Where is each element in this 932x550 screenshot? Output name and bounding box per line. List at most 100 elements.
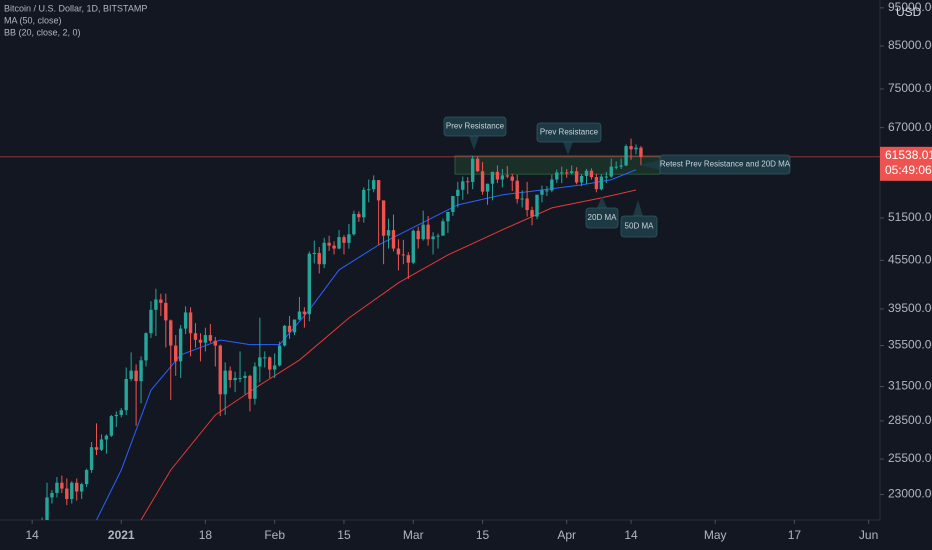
currency-label: USD [896,5,922,19]
candle-body [134,370,138,382]
x-tick-label: 17 [788,528,802,542]
candle-body [495,171,500,180]
x-tick-label: 2021 [108,528,135,542]
ma-line [140,189,637,520]
candle-body [119,410,123,415]
candle-body [376,180,381,201]
candle-body [456,189,460,196]
candle-body [555,172,559,180]
candle-body [565,172,569,174]
candle-body [421,224,425,240]
candle-body [164,302,168,321]
candle-body [154,299,158,310]
candle-body [520,198,524,200]
candle-body [352,213,356,235]
x-tick-label: 14 [624,528,638,542]
candle-body [243,375,247,378]
annotation-text: Prev Resistance [446,122,505,131]
candle-body [545,190,549,192]
candle-body [416,230,420,240]
x-tick-label: Jun [859,528,878,542]
candle-body [386,230,391,236]
y-tick-label: 85000.00 [888,38,932,52]
y-tick-label: 25500.00 [888,451,932,465]
candle-body [569,171,574,174]
candle-body [367,189,371,191]
candle-body [50,492,54,498]
price-tag [880,146,932,181]
candle-body [114,414,119,417]
candle-body [228,370,232,381]
candle-body [485,183,490,192]
x-tick-label: 14 [25,528,39,542]
resistance-zone [454,155,661,175]
candle-body [317,252,321,265]
y-tick-label: 31500.00 [888,379,932,393]
candle-body [218,345,222,395]
candle-body [248,375,252,399]
candle-body [441,221,445,236]
candle-body [253,366,257,399]
candle-body [203,335,208,343]
y-tick-label: 75000.00 [888,81,932,95]
candle-body [629,146,633,150]
candle-body [589,170,594,178]
y-tick-label: 45500.00 [888,253,932,267]
candle-body [213,340,217,346]
candle-body [159,299,163,303]
candle-body [560,172,564,174]
candle-body [619,165,623,167]
candle-body [466,181,470,183]
candle-body [401,254,406,256]
y-tick-label: 35500.00 [888,338,932,352]
annotation-box [443,116,507,137]
candle-body [109,416,114,436]
candle-body [639,147,643,157]
candle-body [426,224,430,240]
candle-body [169,320,173,346]
candle-body [574,171,579,183]
annotation-text: 50D MA [625,222,655,231]
candle-body [337,237,341,249]
candle-body [327,242,331,246]
candle-body [208,335,213,341]
annotation-text: Prev Resistance [540,128,599,137]
candle-body [94,447,99,450]
x-tick-label: 15 [476,528,490,542]
candle-body [322,242,326,265]
candle-body [579,175,584,183]
annotation-text: Retest Prev Resistance and 20D MA [660,160,791,169]
candle-body [312,252,316,254]
candle-body [188,312,193,334]
y-tick-label: 51500.00 [888,210,932,224]
x-tick-label: Mar [403,528,424,542]
candle-body [129,370,133,380]
annotation-box [536,122,602,143]
chart-title: Bitcoin / U.S. Dollar, 1D, BITSTAMP [4,3,147,13]
annotation-box [659,154,791,175]
candle-body [391,230,396,249]
candle-body [89,447,94,470]
candle-body [238,377,242,379]
candle-body [470,158,475,182]
annotation-box [585,207,619,229]
annotation-pointer [640,160,660,170]
candle-body [144,333,148,361]
candle-body [475,158,480,172]
candle-body [436,235,440,237]
candle-body [302,311,307,315]
candle-body [540,190,544,195]
candle-body [396,248,401,255]
candle-body [272,365,277,370]
x-tick-label: May [704,528,727,542]
candle-body [307,253,312,315]
candle-body [45,497,49,520]
candle-body [60,482,64,489]
x-tick-label: 15 [337,528,351,542]
plot-area [0,138,880,520]
annotation-pointer [563,142,573,155]
candle-body [500,175,505,180]
legend-entry: BB (20, close, 2, 0) [4,27,81,37]
candle-body [362,189,366,218]
